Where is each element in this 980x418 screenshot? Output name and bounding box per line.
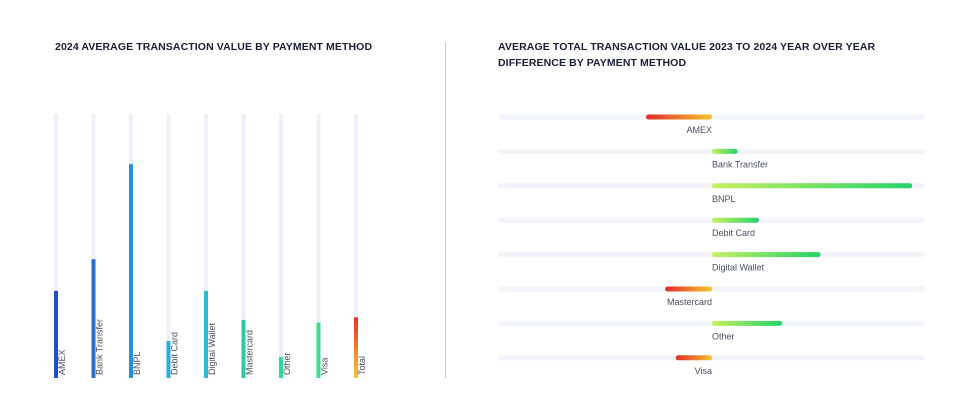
bar-label: AMEX [686,125,712,135]
bar-label: Mastercard [245,330,255,375]
bar-label: Bank Transfer [95,319,105,375]
bar-track [316,114,321,378]
bar-label: Total [357,356,367,375]
bar-label: Other [712,331,735,341]
bar-label: AMEX [57,349,67,375]
bar-other [279,356,283,378]
bar-bnpl [129,164,133,378]
bar-label: Debit Card [712,228,755,238]
bar-label: Other [282,352,292,375]
bar-label: Mastercard [667,297,712,307]
bar-debit-card [712,217,759,223]
bar-track [166,114,171,378]
bar-track [498,217,925,223]
bar-track [91,114,96,378]
bar-label: Visa [320,358,330,375]
bar-label: BNPL [132,351,142,375]
bar-amex [54,290,58,378]
bar-track [498,320,925,326]
bar-track [241,114,246,378]
divider [445,42,446,378]
bar-track [204,114,208,378]
bar-mastercard [241,319,246,378]
bar-label: BNPL [712,194,736,204]
bar-amex [645,114,712,120]
bar-bank-transfer [91,259,96,378]
bar-label: Digital Wallet [207,322,217,375]
bar-bnpl [712,183,913,189]
bar-track [279,114,283,378]
bar-debit-card [166,341,171,378]
bar-label: Bank Transfer [712,159,768,169]
bar-track [354,114,358,378]
bar-digital-wallet [712,252,821,258]
bar-track [498,252,925,258]
bar-bank-transfer [712,148,738,154]
bar-other [712,320,783,326]
bar-mastercard [665,286,712,292]
bar-track [54,114,58,378]
left-chart-title: 2024 AVERAGE TRANSACTION VALUE BY PAYMEN… [55,41,373,53]
right-chart-title: AVERAGE TOTAL TRANSACTION VALUE 2023 TO … [498,41,876,69]
bar-visa [675,355,712,361]
bar-visa [316,322,321,378]
bar-digital-wallet [204,290,208,378]
bar-label: Visa [695,366,712,376]
bar-track [498,148,925,154]
bar-label: Digital Wallet [712,263,765,273]
bar-total [354,317,358,378]
bar-label: Debit Card [170,332,180,375]
